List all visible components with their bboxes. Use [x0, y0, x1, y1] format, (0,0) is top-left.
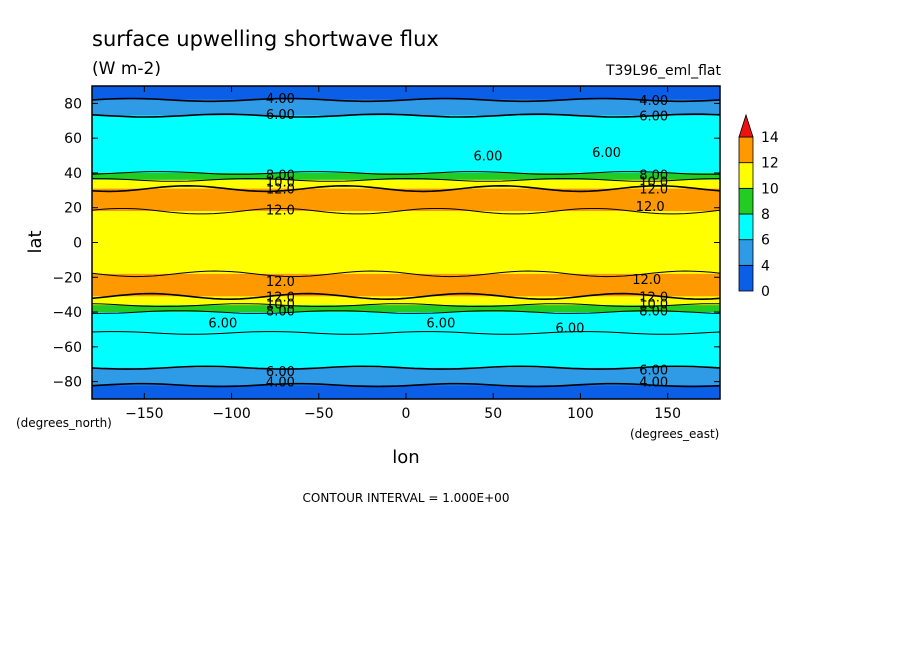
- contour-label-1: 4.00: [639, 94, 668, 109]
- x-axis-label: lon: [392, 447, 419, 468]
- chart-units: (W m-2): [92, 59, 161, 79]
- x-tick-label-4: 50: [484, 406, 502, 422]
- contour-line-12: [91, 382, 721, 388]
- x-tick-label-2: −50: [304, 406, 334, 422]
- colorbar: 0 4 6 8 10 12 14: [738, 113, 779, 300]
- contour-label-8: 10.0: [266, 176, 295, 191]
- colorbar-extend-max: [738, 113, 754, 138]
- contour-label-23: 6.00: [426, 316, 455, 331]
- contour-label-22: 6.00: [208, 316, 237, 331]
- axes: −150 −100 −50 0 50 100 150 −80 −60 −40 −20 0 20 40 60 8…: [52, 86, 720, 422]
- contour-label-19: 10.0: [639, 297, 668, 312]
- contour-line-5: [91, 208, 721, 215]
- contour-line-4: [91, 184, 721, 193]
- band-13: [92, 385, 720, 399]
- contour-label-0: 4.00: [266, 92, 295, 107]
- contour-line-9: [92, 310, 721, 314]
- x-units-label: (degrees_east): [630, 427, 719, 441]
- contour-line-6: [91, 270, 721, 278]
- colorbar-box-5: [738, 136, 754, 164]
- contour-label-12: 12.0: [266, 203, 295, 218]
- x-tick-label-1: −100: [212, 406, 250, 422]
- y-units-label: (degrees_north): [16, 416, 112, 430]
- contour-label-20: 8.00: [266, 304, 295, 319]
- band-5: [92, 188, 720, 212]
- colorbar-box-3: [738, 187, 754, 215]
- band-12: [92, 367, 720, 386]
- band-3: [92, 172, 720, 180]
- band-7: [92, 273, 720, 297]
- band-4: [92, 179, 720, 189]
- contour-label-4: 6.00: [474, 150, 503, 165]
- band-11: [92, 332, 720, 368]
- band-0: [92, 86, 720, 100]
- colorbar-label-3: 8: [761, 207, 770, 223]
- y-tick-label-1: −60: [52, 340, 82, 356]
- contour-label-3: 6.00: [639, 110, 668, 125]
- contour-label-16: 12.0: [266, 290, 295, 305]
- x-tick-label-3: 0: [402, 406, 411, 422]
- band-1: [92, 99, 720, 116]
- y-tick-label-0: −80: [52, 375, 82, 391]
- band-10: [92, 312, 720, 333]
- colorbar-label-4: 10: [761, 181, 779, 197]
- colorbar-label-1: 4: [761, 258, 770, 274]
- contour-label-28: 4.00: [639, 376, 668, 391]
- x-tick-label-0: −150: [125, 406, 163, 422]
- colorbar-box-2: [738, 213, 754, 241]
- colorbar-box-0: [738, 264, 754, 292]
- contour-label-17: 12.0: [639, 290, 668, 305]
- contour-label-25: 6.00: [266, 365, 295, 380]
- contour-label-13: 12.0: [636, 200, 665, 215]
- contour-label-7: 8.00: [639, 169, 668, 184]
- contour-line-1: [91, 113, 721, 118]
- band-8: [92, 296, 720, 306]
- contour-label-15: 12.0: [632, 273, 661, 288]
- y-tick-label-2: −40: [52, 305, 82, 321]
- colorbar-label-2: 6: [761, 233, 770, 249]
- contour-label-6: 8.00: [266, 169, 295, 184]
- contour-label-24: 6.00: [556, 322, 585, 337]
- contour-label-11: 12.0: [639, 183, 668, 198]
- y-tick-label-7: 60: [64, 131, 82, 147]
- contour-interval: CONTOUR INTERVAL = 1.000E+00: [303, 491, 510, 505]
- colorbar-box-1: [738, 239, 754, 266]
- run-label: T39L96_eml_flat: [605, 63, 722, 79]
- band-2: [92, 115, 720, 173]
- colorbar-box-4: [738, 162, 754, 189]
- y-tick-label-8: 80: [64, 96, 82, 112]
- contour-line-2: [91, 171, 721, 175]
- band-6: [92, 211, 720, 274]
- x-tick-label-6: 150: [654, 406, 681, 422]
- contour-label-10: 12.0: [266, 183, 295, 198]
- contour-label-18: 10.0: [266, 297, 295, 312]
- contour-line-11: [91, 365, 721, 370]
- contour-label-27: 4.00: [266, 376, 295, 391]
- plot-area: [91, 86, 721, 399]
- colorbar-label-6: 14: [761, 130, 779, 146]
- x-tick-label-5: 100: [567, 406, 594, 422]
- y-axis-label: lat: [25, 230, 46, 253]
- contour-label-2: 6.00: [266, 108, 295, 123]
- contour-line-3: [91, 177, 721, 182]
- band-9: [92, 305, 720, 313]
- contour-label-26: 6.00: [639, 363, 668, 378]
- contour-label-5: 6.00: [592, 146, 621, 161]
- colorbar-label-0: 0: [761, 284, 770, 300]
- contour-label-9: 10.0: [639, 176, 668, 191]
- contour-label-14: 12.0: [266, 275, 295, 290]
- y-tick-label-4: 0: [73, 236, 82, 252]
- contour-line-7: [91, 292, 721, 301]
- contour-line-8: [91, 303, 721, 308]
- y-tick-label-5: 20: [64, 201, 82, 217]
- chart-title: surface upwelling shortwave flux: [92, 27, 439, 51]
- y-tick-label-6: 40: [64, 166, 82, 182]
- y-tick-label-3: −20: [52, 270, 82, 286]
- contour-line-0: [91, 97, 721, 103]
- contour-line-10: [91, 331, 721, 335]
- colorbar-label-5: 12: [761, 156, 779, 172]
- contour-label-21: 8.00: [639, 304, 668, 319]
